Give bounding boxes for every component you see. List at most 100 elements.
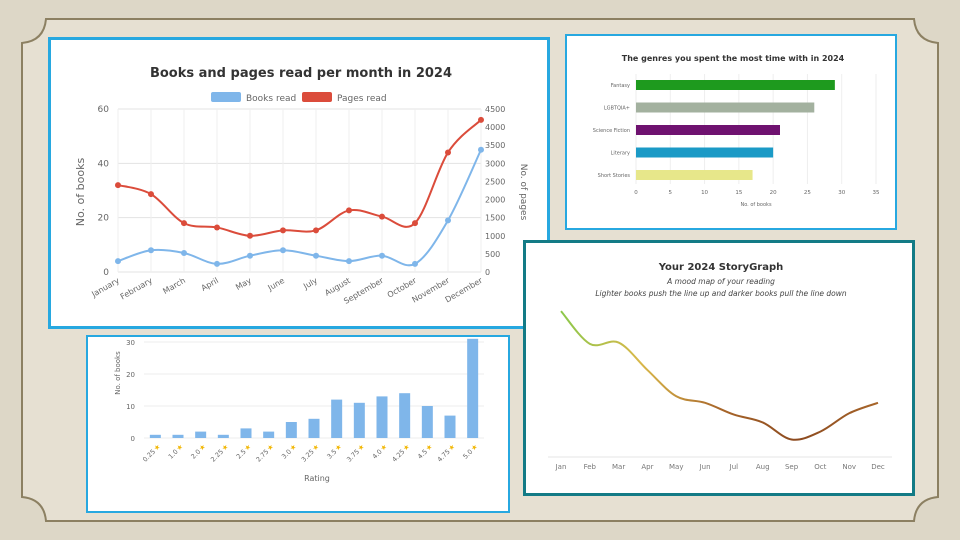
- star-icon: ★: [265, 443, 275, 453]
- x-tick-label: 15: [735, 190, 742, 196]
- bar: [195, 431, 207, 438]
- x-tick-label: Jun: [699, 463, 711, 471]
- y2-tick-label: 4000: [485, 123, 505, 132]
- chart-title: Books and pages read per month in 2024: [150, 66, 452, 81]
- star-icon: ★: [288, 443, 298, 453]
- x-tick-label: March: [161, 276, 187, 296]
- x-tick-label-group: 3.75★: [345, 443, 366, 464]
- data-point: [280, 247, 286, 254]
- bar: [263, 431, 275, 438]
- x-tick-label: Apr: [641, 463, 653, 471]
- y2-tick-label: 0: [485, 268, 490, 277]
- data-point: [280, 227, 286, 234]
- y-axis-label-right: No. of pages: [518, 164, 528, 221]
- data-point: [412, 220, 418, 227]
- x-tick-label-group: 3.25★: [300, 443, 321, 464]
- bar: [217, 434, 229, 438]
- data-point: [247, 232, 253, 239]
- chart-title: The genres you spent the most time with …: [622, 54, 845, 63]
- legend-label-pages: Pages read: [337, 94, 387, 104]
- x-tick-label-group: 5.0★: [461, 443, 479, 461]
- data-point: [346, 258, 352, 265]
- x-tick-label-group: 3.0★: [280, 443, 298, 461]
- data-point: [214, 224, 220, 231]
- x-tick-label-group: 4.75★: [436, 443, 457, 464]
- x-tick-label: 30: [838, 190, 845, 196]
- data-point: [214, 260, 220, 267]
- star-icon: ★: [379, 443, 389, 453]
- x-tick-label-group: 2.25★: [209, 443, 230, 464]
- data-point: [148, 247, 154, 254]
- y-axis-label: No. of books: [114, 351, 122, 395]
- bar: [149, 434, 161, 438]
- data-point: [412, 260, 418, 267]
- star-icon: ★: [469, 443, 479, 453]
- x-tick-label-group: 4.5★: [416, 443, 434, 461]
- star-icon: ★: [447, 443, 457, 453]
- bar: [172, 434, 184, 438]
- x-tick-label-group: 2.75★: [254, 443, 275, 464]
- legend: Books read Pages read: [211, 92, 387, 104]
- x-tick-label: Mar: [612, 463, 625, 471]
- bar: [331, 399, 343, 438]
- y-tick-label: 40: [98, 159, 110, 169]
- x-tick-label: 0: [634, 190, 638, 196]
- x-tick-label: Oct: [814, 463, 826, 471]
- y2-tick-label: 3000: [485, 159, 505, 168]
- data-point: [115, 182, 121, 189]
- x-tick-label: Feb: [584, 463, 597, 471]
- y2-tick-label: 1000: [485, 232, 505, 241]
- x-tick-label: June: [266, 276, 287, 293]
- y2-tick-label: 3500: [485, 141, 505, 150]
- x-tick-label: 10: [701, 190, 708, 196]
- x-tick-label-group: 4.25★: [390, 443, 411, 464]
- star-icon: ★: [333, 443, 343, 453]
- genres-chart: The genres you spent the most time with …: [593, 54, 880, 208]
- category-label: Short Stories: [598, 173, 631, 179]
- x-tick-label: 5: [669, 190, 673, 196]
- x-tick-label: Nov: [842, 463, 856, 471]
- x-tick-label: 20: [770, 190, 777, 196]
- x-tick-label: Jan: [555, 463, 567, 471]
- x-tick-label: January: [89, 276, 121, 300]
- category-label: Literary: [611, 151, 630, 157]
- bar: [399, 393, 411, 438]
- x-tick-label-group: 3.5★: [325, 443, 343, 461]
- data-point: [181, 249, 187, 256]
- mood-line: [560, 310, 879, 441]
- bar: [467, 338, 479, 438]
- data-point: [247, 252, 253, 259]
- y-tick-label: 20: [98, 214, 110, 224]
- bar: [285, 422, 297, 438]
- books-pages-chart-panel: Books and pages read per month in 2024 B…: [48, 37, 550, 329]
- star-icon: ★: [311, 443, 321, 453]
- bar: [444, 415, 456, 438]
- storygraph-chart: Your 2024 StoryGraph A mood map of your …: [548, 262, 892, 471]
- legend-label-books: Books read: [246, 94, 296, 104]
- x-axis-label: No. of books: [740, 202, 771, 208]
- data-point: [313, 252, 319, 259]
- data-point: [379, 252, 385, 259]
- star-icon: ★: [243, 443, 253, 453]
- star-icon: ★: [175, 443, 185, 453]
- x-tick-label-group: 2.5★: [235, 443, 253, 461]
- data-point: [379, 213, 385, 220]
- chart-subtitle-1: A mood map of your reading: [666, 277, 775, 286]
- legend-swatch-pages: [302, 92, 332, 102]
- y-tick-label: 20: [126, 371, 135, 379]
- chart-subtitle-2: Lighter books push the line up and darke…: [595, 289, 847, 298]
- data-point: [148, 191, 154, 198]
- bar: [636, 125, 780, 135]
- y-tick-label: 10: [126, 403, 135, 411]
- x-tick-label: February: [119, 276, 154, 302]
- y-tick-label: 30: [126, 339, 135, 347]
- x-tick-label: December: [444, 276, 485, 305]
- bar: [376, 396, 388, 438]
- bar: [353, 402, 365, 438]
- x-tick-label-group: 4.0★: [371, 443, 389, 461]
- bar: [636, 147, 774, 158]
- x-axis-label: Rating: [304, 474, 330, 483]
- star-icon: ★: [197, 443, 207, 453]
- chart-title: Your 2024 StoryGraph: [658, 262, 784, 273]
- star-icon: ★: [356, 443, 366, 453]
